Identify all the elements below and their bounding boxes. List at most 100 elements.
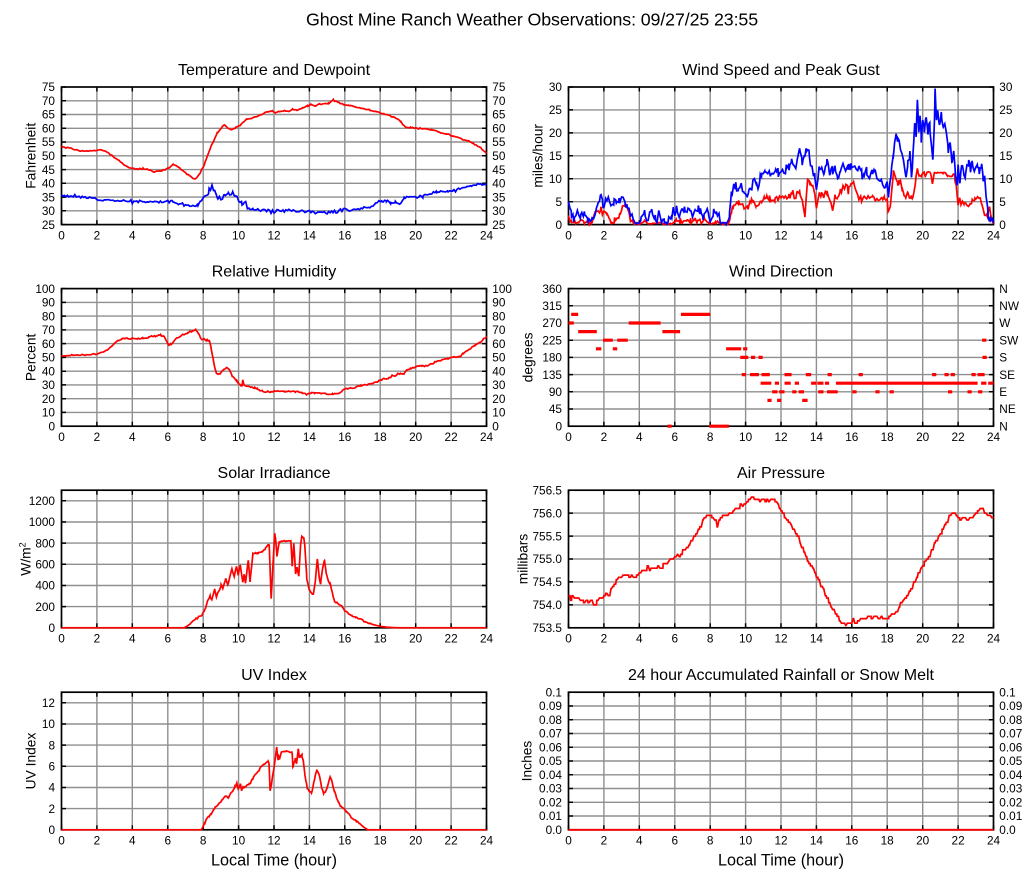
svg-text:20: 20 (916, 834, 930, 848)
svg-text:70: 70 (42, 323, 56, 337)
svg-text:45: 45 (549, 402, 563, 416)
svg-text:12: 12 (267, 632, 280, 646)
svg-text:4: 4 (636, 430, 643, 444)
svg-text:0.02: 0.02 (539, 796, 562, 810)
svg-text:SE: SE (999, 368, 1015, 382)
svg-text:UV Index: UV Index (24, 733, 39, 790)
svg-text:0: 0 (58, 632, 65, 646)
svg-text:22: 22 (445, 632, 458, 646)
svg-text:0.1: 0.1 (546, 685, 562, 699)
svg-text:800: 800 (35, 536, 55, 550)
svg-text:S: S (999, 351, 1007, 365)
svg-text:80: 80 (42, 309, 56, 323)
svg-text:N: N (999, 419, 1008, 433)
svg-text:14: 14 (810, 834, 824, 848)
svg-text:45: 45 (492, 163, 506, 177)
svg-text:8: 8 (200, 228, 207, 242)
svg-text:0.08: 0.08 (539, 713, 562, 727)
svg-text:0.03: 0.03 (539, 782, 562, 796)
svg-text:16: 16 (845, 430, 859, 444)
svg-text:65: 65 (492, 108, 506, 122)
svg-text:10: 10 (232, 834, 246, 848)
svg-text:0: 0 (565, 430, 572, 444)
svg-text:10: 10 (739, 228, 753, 242)
svg-text:8: 8 (707, 430, 714, 444)
svg-text:miles/hour: miles/hour (531, 124, 546, 188)
svg-text:14: 14 (303, 632, 317, 646)
svg-text:754.0: 754.0 (532, 598, 562, 612)
svg-text:W/m2: W/m2 (18, 542, 34, 575)
svg-text:2: 2 (94, 430, 101, 444)
svg-text:70: 70 (42, 94, 56, 108)
svg-text:22: 22 (952, 834, 965, 848)
svg-text:N: N (999, 282, 1008, 296)
svg-text:24: 24 (480, 632, 494, 646)
svg-text:180: 180 (542, 351, 562, 365)
svg-text:18: 18 (881, 632, 895, 646)
svg-text:756.0: 756.0 (532, 506, 562, 520)
svg-text:10: 10 (232, 430, 246, 444)
svg-text:755.5: 755.5 (532, 529, 562, 543)
svg-text:4: 4 (636, 228, 643, 242)
svg-text:Wind Speed and Peak Gust: Wind Speed and Peak Gust (682, 62, 880, 79)
svg-text:0.04: 0.04 (999, 768, 1022, 782)
svg-text:20: 20 (409, 834, 423, 848)
svg-text:6: 6 (165, 834, 172, 848)
svg-text:22: 22 (952, 430, 965, 444)
svg-text:90: 90 (549, 385, 563, 399)
svg-text:90: 90 (492, 296, 506, 310)
svg-text:8: 8 (200, 632, 207, 646)
svg-text:Solar Irradiance: Solar Irradiance (218, 465, 331, 482)
svg-text:12: 12 (42, 696, 55, 710)
svg-text:0: 0 (565, 834, 572, 848)
svg-text:20: 20 (409, 430, 423, 444)
svg-text:70: 70 (492, 323, 506, 337)
svg-text:24: 24 (480, 834, 494, 848)
svg-text:degrees: degrees (521, 332, 536, 382)
svg-text:millibars: millibars (516, 534, 531, 585)
svg-text:Air Pressure: Air Pressure (737, 465, 825, 482)
svg-text:45: 45 (42, 163, 56, 177)
svg-text:18: 18 (374, 632, 388, 646)
svg-text:55: 55 (42, 135, 56, 149)
svg-text:16: 16 (338, 632, 352, 646)
svg-text:35: 35 (42, 190, 56, 204)
svg-text:0.06: 0.06 (539, 740, 562, 754)
svg-text:2: 2 (601, 632, 608, 646)
svg-text:NE: NE (999, 402, 1016, 416)
svg-text:10: 10 (739, 430, 753, 444)
svg-text:60: 60 (492, 122, 506, 136)
svg-text:100: 100 (492, 282, 512, 296)
svg-text:16: 16 (845, 632, 859, 646)
svg-text:24: 24 (987, 430, 1001, 444)
svg-text:14: 14 (810, 632, 824, 646)
svg-text:12: 12 (774, 834, 787, 848)
svg-text:24: 24 (480, 228, 494, 242)
svg-text:22: 22 (952, 228, 965, 242)
svg-text:22: 22 (445, 834, 458, 848)
svg-text:25: 25 (549, 103, 563, 117)
svg-text:1200: 1200 (29, 494, 56, 508)
svg-text:0: 0 (565, 632, 572, 646)
svg-text:18: 18 (881, 228, 895, 242)
svg-text:Temperature and Dewpoint: Temperature and Dewpoint (178, 62, 371, 79)
svg-text:0.03: 0.03 (999, 782, 1022, 796)
svg-text:16: 16 (338, 430, 352, 444)
svg-text:Relative Humidity: Relative Humidity (212, 264, 336, 281)
svg-text:12: 12 (774, 430, 787, 444)
svg-text:0.08: 0.08 (999, 713, 1022, 727)
svg-text:Fahrenheit: Fahrenheit (24, 123, 39, 189)
svg-text:10: 10 (232, 228, 246, 242)
svg-text:10: 10 (492, 406, 506, 420)
svg-text:40: 40 (42, 177, 56, 191)
svg-text:0: 0 (58, 834, 65, 848)
svg-text:0.01: 0.01 (539, 809, 562, 823)
svg-text:40: 40 (492, 177, 506, 191)
svg-text:315: 315 (542, 299, 562, 313)
svg-text:0.07: 0.07 (539, 727, 562, 741)
svg-text:60: 60 (42, 337, 56, 351)
svg-text:0.09: 0.09 (539, 699, 562, 713)
svg-text:50: 50 (42, 149, 56, 163)
svg-text:24 hour Accumulated Rainfall o: 24 hour Accumulated Rainfall or Snow Mel… (628, 667, 934, 684)
svg-text:18: 18 (374, 430, 388, 444)
